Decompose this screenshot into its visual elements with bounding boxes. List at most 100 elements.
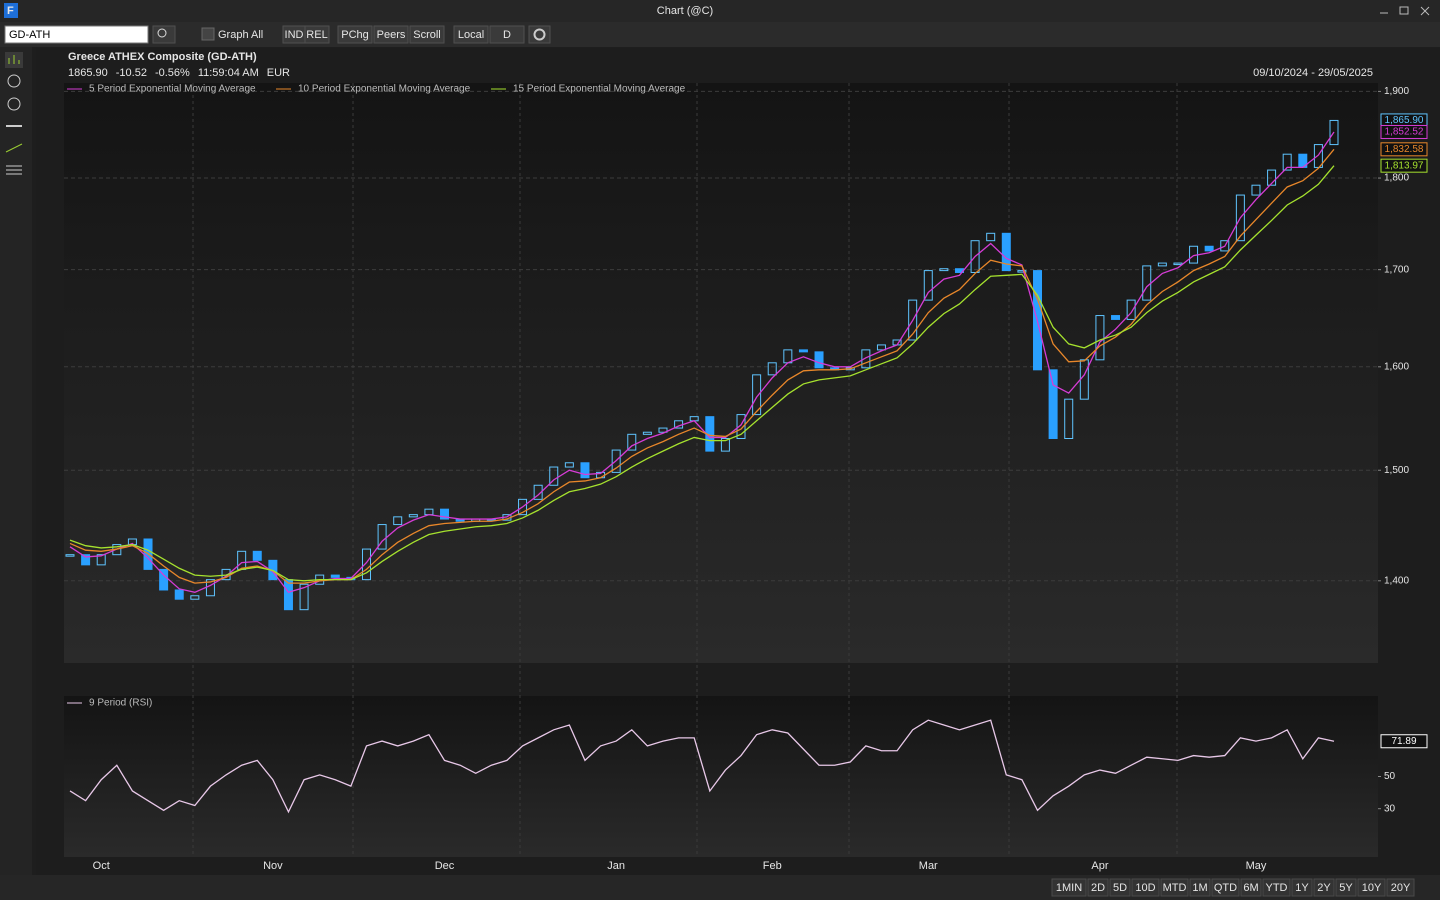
toolbar-button[interactable] bbox=[373, 25, 409, 44]
candle bbox=[1204, 245, 1214, 252]
range-label: 20Y bbox=[1391, 882, 1411, 894]
settings-button[interactable] bbox=[528, 25, 551, 44]
toolbar-button[interactable] bbox=[304, 25, 330, 44]
search-icon bbox=[157, 28, 167, 38]
last-value-label: 1,865.90 bbox=[1385, 115, 1424, 126]
candle bbox=[1173, 262, 1183, 266]
range-label: 10D bbox=[1135, 882, 1155, 894]
toolbar-button-label: REL bbox=[306, 29, 327, 41]
range-button[interactable] bbox=[1335, 878, 1357, 897]
toolbar-button-label: Peers bbox=[377, 29, 406, 41]
candle bbox=[861, 349, 871, 369]
toolbar-button-label: Local bbox=[458, 29, 484, 41]
range-button[interactable] bbox=[1051, 878, 1087, 897]
y-tick-label: 50 bbox=[1384, 771, 1396, 782]
toolbar-button[interactable] bbox=[453, 25, 489, 44]
range-button[interactable] bbox=[1131, 878, 1160, 897]
last-value-tag bbox=[1380, 124, 1428, 139]
y-tick-label: 1,500 bbox=[1384, 465, 1409, 476]
candle bbox=[908, 299, 918, 341]
toolbar-button[interactable] bbox=[489, 25, 525, 44]
ema-line bbox=[69, 165, 1335, 582]
range-label: 1Y bbox=[1295, 882, 1309, 894]
last-value-label: 1,813.97 bbox=[1385, 160, 1424, 171]
date-range: 09/10/2024 - 29/05/2025 bbox=[1253, 67, 1373, 79]
symbol-input[interactable] bbox=[4, 25, 149, 44]
candle bbox=[642, 431, 652, 435]
candle bbox=[923, 270, 933, 301]
last-price: 1865.90 bbox=[68, 67, 108, 79]
candle bbox=[174, 589, 184, 600]
app-icon-letter: F bbox=[7, 5, 14, 17]
toolbar-button-label: PChg bbox=[341, 29, 369, 41]
last-value-tag bbox=[1380, 142, 1428, 157]
search-button[interactable] bbox=[152, 25, 176, 44]
range-button[interactable] bbox=[1211, 878, 1240, 897]
last-value-label: 1,852.52 bbox=[1385, 127, 1424, 138]
range-label: QTD bbox=[1214, 882, 1237, 894]
candle bbox=[986, 232, 996, 242]
candle bbox=[1220, 240, 1230, 252]
sidebar-icons[interactable] bbox=[5, 52, 23, 175]
legend-label: 10 Period Exponential Moving Average bbox=[298, 84, 471, 95]
range-label: 2Y bbox=[1317, 882, 1331, 894]
candle bbox=[1126, 299, 1136, 320]
toolbar-button[interactable] bbox=[337, 25, 373, 44]
x-tick-label: Dec bbox=[435, 860, 455, 872]
legend-label: 9 Period (RSI) bbox=[89, 698, 152, 709]
last-value-tag bbox=[1380, 734, 1428, 749]
candle bbox=[736, 414, 746, 440]
range-button[interactable] bbox=[1087, 878, 1109, 897]
range-button[interactable] bbox=[1109, 878, 1131, 897]
candle bbox=[549, 466, 559, 486]
y-tick-label: 1,400 bbox=[1384, 575, 1409, 586]
candle bbox=[283, 579, 293, 611]
candle bbox=[81, 554, 91, 566]
candle bbox=[533, 484, 543, 500]
currency: EUR bbox=[267, 67, 290, 79]
candle bbox=[408, 514, 418, 518]
candle bbox=[440, 508, 450, 520]
window-title: Chart (@C) bbox=[657, 5, 713, 17]
range-button[interactable] bbox=[1313, 878, 1335, 897]
candle bbox=[361, 548, 371, 581]
candle bbox=[752, 374, 762, 416]
toolbar-button[interactable] bbox=[409, 25, 445, 44]
x-tick-label: Feb bbox=[763, 860, 782, 872]
toolbar-button-label: D bbox=[503, 29, 511, 41]
range-button[interactable] bbox=[1262, 878, 1291, 897]
range-button[interactable] bbox=[1291, 878, 1313, 897]
candle bbox=[1095, 315, 1105, 361]
range-button[interactable] bbox=[1160, 878, 1189, 897]
instrument-name: Greece ATHEX Composite (GD-ATH) bbox=[68, 51, 257, 63]
x-tick-label: Mar bbox=[919, 860, 938, 872]
range-label: 10Y bbox=[1362, 882, 1382, 894]
x-tick-label: Oct bbox=[93, 860, 110, 872]
candle bbox=[814, 351, 824, 369]
range-button[interactable] bbox=[1386, 878, 1415, 897]
range-label: 5D bbox=[1113, 882, 1127, 894]
ema-line bbox=[69, 131, 1335, 594]
rsi-line bbox=[69, 719, 1335, 814]
candle bbox=[252, 550, 262, 561]
candle bbox=[96, 554, 106, 566]
quote-time: 11:59:04 AM bbox=[198, 67, 259, 79]
x-tick-label: May bbox=[1246, 860, 1267, 872]
candle bbox=[564, 462, 574, 468]
range-button[interactable] bbox=[1357, 878, 1386, 897]
candle bbox=[299, 583, 309, 611]
candle bbox=[65, 554, 75, 557]
window-controls[interactable] bbox=[1380, 6, 1430, 16]
candle bbox=[1001, 232, 1011, 272]
range-button[interactable] bbox=[1240, 878, 1262, 897]
graph-all-checkbox[interactable] bbox=[201, 27, 215, 41]
range-button[interactable] bbox=[1189, 878, 1211, 897]
y-tick-label: 30 bbox=[1384, 803, 1396, 814]
range-label: MTD bbox=[1163, 882, 1187, 894]
candle bbox=[876, 344, 886, 351]
candle bbox=[393, 516, 403, 526]
candle bbox=[1048, 369, 1058, 440]
price-plot bbox=[64, 83, 1378, 663]
last-value-label: 71.89 bbox=[1391, 736, 1416, 747]
